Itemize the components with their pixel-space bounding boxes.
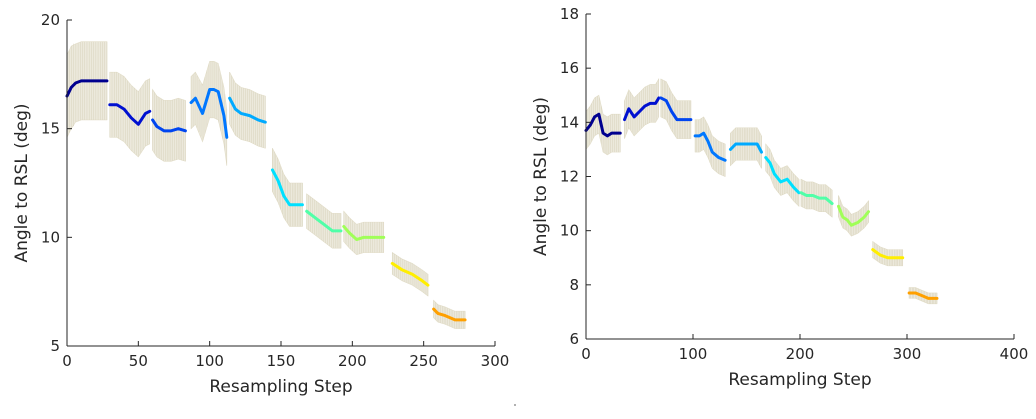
series-line-0-5 xyxy=(270,168,304,207)
y-axis-label: Angle to RSL (deg) xyxy=(531,97,551,256)
series-line-1-5 xyxy=(764,156,801,195)
x-tick-label: 300 xyxy=(481,352,510,370)
x-tick-label: 300 xyxy=(893,345,922,363)
x-tick-label: 150 xyxy=(267,352,296,370)
series-line-1-6 xyxy=(799,191,834,206)
x-tick-label: 200 xyxy=(786,345,815,363)
series-line-1-8 xyxy=(871,248,905,260)
series-line-1-1 xyxy=(623,96,661,122)
y-tick-label: 10 xyxy=(41,228,60,246)
series-line-0-9 xyxy=(432,307,467,322)
y-tick-label: 5 xyxy=(50,337,60,355)
y-tick-label: 16 xyxy=(560,59,579,77)
series-line-1-2 xyxy=(659,96,693,122)
series-line-0-2 xyxy=(151,118,187,133)
x-tick-label: 0 xyxy=(581,345,591,363)
x-tick-label: 250 xyxy=(409,352,438,370)
x-tick-label: 100 xyxy=(195,352,224,370)
left-chart: 0 50 100 150 200 250 300 5 10 15 20 Resampling Step… xyxy=(12,11,509,397)
stray-dot xyxy=(514,404,516,406)
right-chart: 0 100 200 300 400 6 8 10 12 14 16 18 Resampling Step… xyxy=(531,5,1028,390)
x-tick-label: 100 xyxy=(679,345,708,363)
y-tick-label: 10 xyxy=(560,222,579,240)
y-tick-label: 14 xyxy=(560,113,579,131)
series-line-0-8 xyxy=(390,261,430,287)
series-line-1-9 xyxy=(907,291,939,300)
y-tick-label: 20 xyxy=(41,11,60,29)
series-line-0-4 xyxy=(228,96,267,124)
y-tick-label: 8 xyxy=(569,276,579,294)
series-line-1-7 xyxy=(837,204,870,227)
x-axis-label: Resampling Step xyxy=(728,370,871,390)
series-line-1-3 xyxy=(693,131,727,162)
y-tick-label: 18 xyxy=(560,5,579,23)
y-tick-label: 15 xyxy=(41,120,60,138)
series-line-1-4 xyxy=(728,142,763,154)
y-tick-label: 6 xyxy=(569,330,579,348)
series-line-1-0 xyxy=(584,112,622,138)
x-tick-label: 50 xyxy=(129,352,148,370)
x-axis-label: Resampling Step xyxy=(209,377,352,397)
series-line-0-6 xyxy=(305,209,343,233)
series-line-0-1 xyxy=(108,103,152,126)
series-line-0-7 xyxy=(342,224,386,242)
series-line-0-3 xyxy=(189,88,229,139)
x-tick-label: 0 xyxy=(62,352,72,370)
y-axis-label: Angle to RSL (deg) xyxy=(12,103,32,262)
y-tick-label: 12 xyxy=(560,168,579,186)
x-tick-label: 400 xyxy=(1000,345,1029,363)
x-tick-label: 200 xyxy=(338,352,367,370)
series-line-0-0 xyxy=(65,79,109,98)
